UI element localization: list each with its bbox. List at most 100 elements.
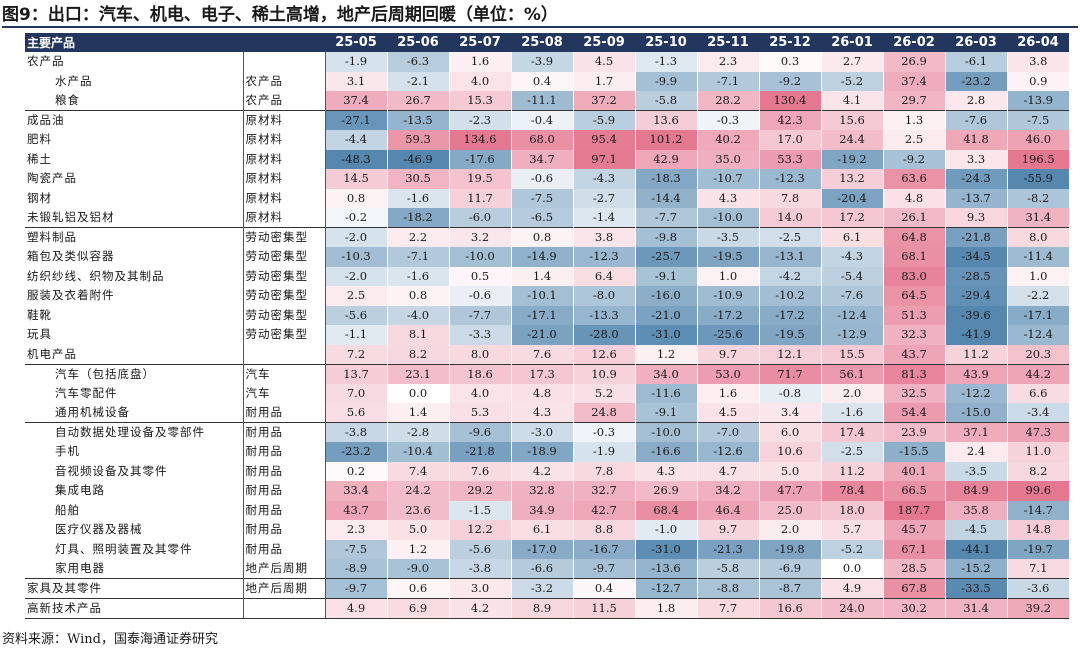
value-cell: -6.1: [944, 52, 1007, 72]
figure-title: 图9：出口：汽车、机电、电子、稀土高增，地产后周期回暖（单位：%）: [2, 2, 1078, 28]
value-cell: -0.8: [758, 383, 821, 403]
value-cell: -4.3: [820, 247, 883, 267]
value-cell: 23.9: [882, 422, 945, 442]
value-cell: -31.0: [634, 325, 697, 345]
value-cell: 14.8: [1006, 520, 1069, 540]
value-cell: -9.1: [634, 266, 697, 286]
value-cell: -19.5: [696, 247, 759, 267]
value-cell: 37.4: [324, 91, 387, 111]
value-cell: 1.7: [572, 71, 635, 91]
value-cell: 40.1: [882, 461, 945, 481]
value-cell: 30.5: [386, 169, 449, 189]
value-cell: 2.7: [820, 52, 883, 72]
value-cell: -27.1: [324, 110, 387, 130]
value-cell: 30.2: [882, 598, 945, 619]
value-cell: 43.9: [944, 363, 1007, 384]
value-cell: -17.0: [510, 539, 573, 559]
value-cell: 37.4: [882, 71, 945, 91]
value-cell: 34.7: [510, 149, 573, 169]
value-cell: 101.2: [634, 130, 697, 150]
value-cell: 4.0: [448, 71, 511, 91]
value-cell: 4.9: [324, 598, 387, 619]
value-cell: 56.1: [820, 363, 883, 384]
value-cell: -48.3: [324, 149, 387, 169]
value-cell: 14.0: [758, 208, 821, 228]
value-cell: -1.1: [324, 325, 387, 345]
value-cell: 12.6: [572, 344, 635, 364]
value-cell: 4.1: [820, 91, 883, 111]
value-cell: 7.7: [696, 598, 759, 619]
value-cell: -24.3: [944, 169, 1007, 189]
value-cell: 7.2: [324, 344, 387, 364]
value-cell: 4.2: [448, 598, 511, 619]
product-category: 劳动密集型: [243, 286, 326, 306]
value-cell: -3.8: [324, 422, 387, 442]
value-cell: 66.5: [882, 481, 945, 501]
value-cell: -18.3: [634, 169, 697, 189]
value-cell: 0.0: [386, 383, 449, 403]
value-cell: -12.6: [696, 442, 759, 462]
value-cell: 84.9: [944, 481, 1007, 501]
value-cell: 67.8: [882, 578, 945, 599]
value-cell: 6.9: [386, 598, 449, 619]
value-cell: -6.9: [758, 559, 821, 579]
product-category: 原材料: [243, 130, 326, 150]
value-cell: 1.0: [1006, 266, 1069, 286]
value-cell: -7.7: [634, 208, 697, 228]
value-cell: 13.2: [820, 169, 883, 189]
value-cell: 5.0: [386, 520, 449, 540]
value-cell: 7.6: [448, 461, 511, 481]
value-cell: 1.6: [448, 52, 511, 72]
value-cell: -3.6: [1006, 578, 1069, 599]
value-cell: -28.0: [572, 325, 635, 345]
value-cell: -12.4: [1006, 325, 1069, 345]
value-cell: -1.9: [324, 52, 387, 72]
value-cell: 187.7: [882, 500, 945, 520]
value-cell: 19.5: [448, 169, 511, 189]
value-cell: -13.3: [572, 305, 635, 325]
value-cell: 24.0: [820, 598, 883, 619]
value-cell: 0.9: [1006, 71, 1069, 91]
value-cell: -8.9: [324, 559, 387, 579]
value-cell: 42.7: [572, 500, 635, 520]
value-cell: -17.6: [448, 149, 511, 169]
value-cell: -11.6: [634, 383, 697, 403]
value-cell: -18.9: [510, 442, 573, 462]
value-cell: 10.6: [758, 442, 821, 462]
value-cell: 18.0: [820, 500, 883, 520]
value-cell: 99.6: [1006, 481, 1069, 501]
value-cell: 1.4: [510, 266, 573, 286]
value-cell: 11.0: [1006, 442, 1069, 462]
value-cell: -10.3: [324, 247, 387, 267]
value-cell: -6.5: [510, 208, 573, 228]
value-cell: -9.8: [634, 227, 697, 247]
value-cell: 4.2: [510, 461, 573, 481]
value-cell: 9.7: [696, 344, 759, 364]
value-cell: 29.7: [882, 91, 945, 111]
table-row: 手机 耐用品 -23.2 -10.4 -21.8 -18.9 -1.9 -16.6 -12.6 1…: [25, 442, 1069, 462]
table-row: 高新技术产品 4.9 6.9 4.2 8.9 11.5 1.8 7.7 16.6 24.0 30.2…: [25, 598, 1069, 619]
table-row: 服装及衣着附件 劳动密集型 2.5 0.8 -0.6 -10.1 -8.0 -16.0 -10.…: [25, 286, 1069, 306]
value-cell: -13.7: [944, 188, 1007, 208]
value-cell: -0.2: [324, 208, 387, 228]
value-cell: 2.5: [324, 286, 387, 306]
value-cell: 37.1: [944, 422, 1007, 442]
value-cell: -33.5: [944, 578, 1007, 599]
value-cell: 0.6: [386, 578, 449, 599]
product-name: 通用机械设备: [25, 403, 244, 423]
value-cell: -9.6: [448, 422, 511, 442]
value-cell: 2.8: [944, 91, 1007, 111]
value-cell: -19.5: [758, 325, 821, 345]
value-cell: -9.0: [386, 559, 449, 579]
value-cell: 26.7: [386, 91, 449, 111]
value-cell: 31.4: [1006, 208, 1069, 228]
value-cell: 0.8: [510, 227, 573, 247]
value-cell: 8.0: [1006, 227, 1069, 247]
value-cell: -16.6: [634, 442, 697, 462]
value-cell: 33.4: [324, 481, 387, 501]
value-cell: -20.4: [820, 188, 883, 208]
value-cell: 43.7: [324, 500, 387, 520]
product-name: 医疗仪器及器械: [25, 520, 244, 540]
product-name: 纺织纱线、织物及其制品: [25, 266, 244, 286]
table-row: 水产品 农产品 3.1 -2.1 4.0 0.4 1.7 -9.9 -7.1 -9.2 -5.2 37…: [25, 71, 1069, 91]
